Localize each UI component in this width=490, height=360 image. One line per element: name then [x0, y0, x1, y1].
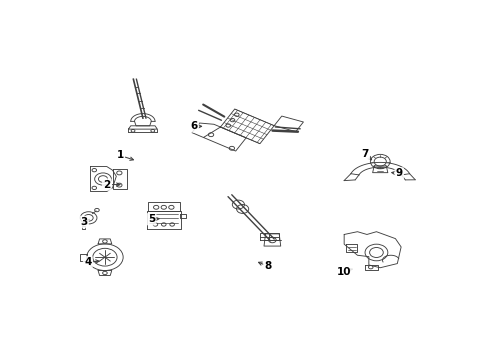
- Text: 4: 4: [84, 257, 92, 267]
- Text: 1: 1: [117, 150, 124, 161]
- Text: 2: 2: [103, 180, 110, 190]
- Text: 5: 5: [148, 214, 155, 224]
- Text: 3: 3: [80, 217, 88, 227]
- Text: 10: 10: [337, 267, 351, 277]
- Text: 9: 9: [395, 168, 403, 179]
- Text: 7: 7: [361, 149, 369, 159]
- Text: 8: 8: [265, 261, 272, 271]
- Text: 6: 6: [191, 121, 198, 131]
